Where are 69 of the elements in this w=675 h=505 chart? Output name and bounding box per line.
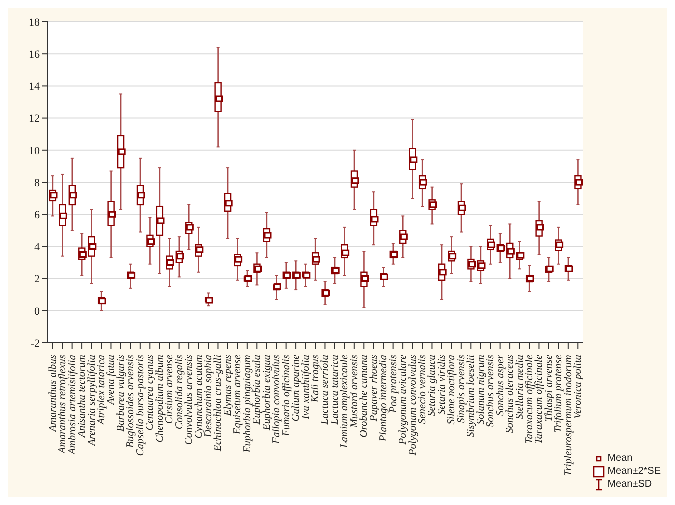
text: Mean±2*SE bbox=[608, 465, 661, 478]
x-tick-label: Senecio vernalis bbox=[418, 355, 428, 424]
x-tick-label: Tripleurospermum inodorum bbox=[563, 354, 574, 476]
x-tick-label: Taraxacum officinale bbox=[524, 354, 536, 444]
x-tick-label: Solanum nigrum bbox=[476, 354, 487, 425]
y-tick-label: 8 bbox=[34, 177, 40, 190]
y-tick-label: 6 bbox=[34, 210, 40, 222]
x-tick-label: Buglossoides arvensis bbox=[126, 355, 137, 448]
x-tick-label: Mustard arvensis bbox=[349, 355, 360, 429]
x-tick-label: Galium aparine bbox=[291, 354, 302, 422]
x-tick-label: Lamium amplexicaule bbox=[340, 354, 351, 450]
y-tick-label: -2 bbox=[30, 338, 40, 350]
x-tick-label: Amaranthus albus bbox=[48, 355, 59, 433]
y-tick-label: 12 bbox=[29, 113, 40, 126]
x-tick-label: Kali tragus bbox=[310, 355, 322, 404]
x-tick-label: Cynanchum acutum bbox=[194, 354, 205, 439]
x-tick-label: Barbarea vulgaris bbox=[116, 355, 127, 432]
x-tick-label: Setaria glauca bbox=[427, 355, 438, 417]
y-tick-label: 14 bbox=[29, 81, 40, 94]
x-tick-label: Equisetum arvense bbox=[232, 354, 244, 436]
x-tick-label: Trifolium pratense bbox=[554, 354, 565, 433]
x-tick-label: Descurainia sophia bbox=[204, 355, 214, 439]
x-tick-label: Convolvulus arvensis bbox=[184, 355, 196, 446]
x-tick-label: Consolida regalis bbox=[174, 355, 186, 430]
x-tick-label: Sisymbrium loeselii bbox=[466, 354, 478, 438]
x-tick-label: Cirsium arvense bbox=[164, 354, 176, 424]
x-tick-label: Arenaria serpyllifolia bbox=[86, 355, 98, 447]
x-tick-label: Fumaria officinalis bbox=[281, 355, 292, 438]
x-tick-label: Sinapis arvensis bbox=[456, 355, 468, 424]
x-tick-label: Atriplex tatarica bbox=[96, 355, 108, 426]
y-tick-label: 16 bbox=[29, 49, 40, 62]
x-tick-label: Anisantha tectorum bbox=[77, 354, 88, 439]
x-tick-label: Poa pratensis bbox=[388, 355, 400, 414]
text: Mean±SD bbox=[608, 478, 652, 491]
x-tick-label: Sonchus arvensis bbox=[486, 355, 497, 428]
x-tick-label: Veronica polita bbox=[573, 355, 584, 420]
text: Mean bbox=[608, 452, 633, 465]
x-tick-label: Euphorbia esula bbox=[252, 355, 264, 426]
x-tick-label: Ambrosia artemisiifolia bbox=[67, 355, 78, 456]
x-tick-label: Chenopodium album bbox=[154, 354, 166, 443]
x-tick-label: Setaria viridis bbox=[436, 355, 448, 415]
x-tick-label: Silene noctiflora bbox=[446, 355, 458, 425]
y-tick-label: 0 bbox=[34, 306, 40, 318]
x-tick-label: Sonchus oleraceus bbox=[505, 355, 516, 434]
y-tick-label: 4 bbox=[34, 242, 40, 254]
x-tick-label: Taraxacum officinale bbox=[534, 354, 546, 444]
x-tick-label: Iva xanthiifolia bbox=[300, 355, 312, 420]
x-tick-label: Fallopia convolvulus bbox=[272, 355, 283, 445]
x-tick-label: Polygonum convolvulus bbox=[408, 355, 419, 457]
x-tick-label: Euphorbia exigua bbox=[262, 355, 273, 432]
x-tick-label: Papaver rhoeas bbox=[368, 355, 380, 423]
x-tick-label: Plantago intermedia bbox=[378, 355, 390, 443]
x-tick-label: Thlaspi arvense bbox=[544, 354, 555, 422]
x-tick-label: Stellaria media bbox=[514, 355, 526, 420]
x-tick-label: Avena fatua bbox=[106, 355, 118, 406]
x-tick-label: Amaranthus retroflexus bbox=[58, 355, 69, 455]
x-tick-label: Sonchus asper bbox=[495, 354, 506, 416]
x-tick-label: Capsella bursa-pastoris bbox=[135, 355, 146, 456]
x-tick-label: Lactuca serriola bbox=[320, 355, 332, 426]
x-tick-label: Echinochloa crus-galli bbox=[213, 354, 224, 453]
x-tick-label: Elymus repens bbox=[222, 355, 234, 418]
x-tick-label: Polygonum aviculare bbox=[398, 354, 410, 446]
x-tick-label: Lactuca tatarica bbox=[330, 355, 341, 426]
x-tick-label: Euphorbia pinguiagum bbox=[242, 354, 254, 454]
x-tick-label: Centaurea cyanus bbox=[145, 355, 156, 431]
y-tick-label: 2 bbox=[34, 274, 40, 286]
x-tick-label: Orobanche cumana bbox=[359, 355, 370, 438]
y-tick-label: 18 bbox=[29, 16, 40, 29]
y-tick-label: 10 bbox=[29, 145, 40, 158]
